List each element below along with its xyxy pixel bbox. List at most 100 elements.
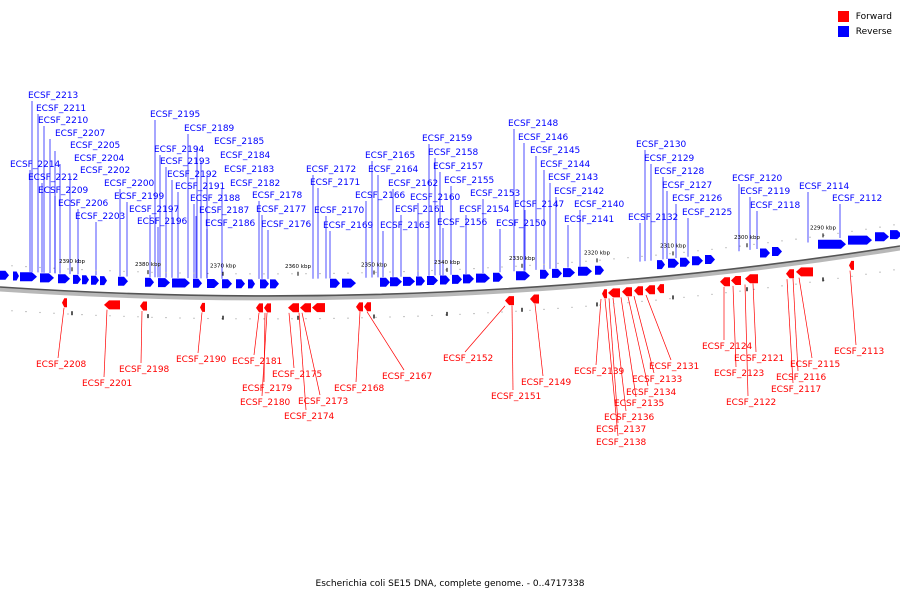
reverse-gene-label[interactable]: ECSF_2169 bbox=[323, 221, 374, 231]
reverse-gene-label[interactable]: ECSF_2177 bbox=[256, 205, 306, 215]
reverse-gene-label[interactable]: ECSF_2159 bbox=[422, 134, 473, 144]
reverse-gene-label[interactable]: ECSF_2146 bbox=[518, 133, 569, 143]
forward-gene-arrow[interactable] bbox=[731, 276, 741, 285]
reverse-gene-arrow[interactable] bbox=[145, 277, 154, 287]
forward-gene-label[interactable]: ECSF_2190 bbox=[176, 355, 227, 365]
forward-gene-label[interactable]: ECSF_2175 bbox=[272, 370, 322, 380]
reverse-gene-label[interactable]: ECSF_2214 bbox=[10, 160, 61, 170]
reverse-gene-arrow[interactable] bbox=[563, 268, 575, 278]
reverse-gene-label[interactable]: ECSF_2191 bbox=[175, 182, 225, 192]
reverse-gene-label[interactable]: ECSF_2186 bbox=[205, 219, 256, 229]
forward-gene-label[interactable]: ECSF_2181 bbox=[232, 357, 282, 367]
forward-gene-arrow[interactable] bbox=[288, 303, 299, 313]
reverse-gene-label[interactable]: ECSF_2126 bbox=[672, 194, 723, 204]
reverse-gene-label[interactable]: ECSF_2160 bbox=[410, 193, 461, 203]
reverse-gene-label[interactable]: ECSF_2125 bbox=[682, 208, 732, 218]
reverse-gene-arrow[interactable] bbox=[20, 272, 37, 282]
reverse-gene-arrow[interactable] bbox=[705, 255, 715, 264]
forward-gene-label[interactable]: ECSF_2134 bbox=[626, 388, 677, 398]
reverse-gene-label[interactable]: ECSF_2195 bbox=[150, 110, 200, 120]
forward-gene-label[interactable]: ECSF_2180 bbox=[240, 398, 291, 408]
reverse-gene-label[interactable]: ECSF_2210 bbox=[38, 116, 89, 126]
reverse-gene-label[interactable]: ECSF_2153 bbox=[470, 189, 520, 199]
reverse-gene-arrow[interactable] bbox=[680, 257, 690, 267]
forward-gene-label[interactable]: ECSF_2173 bbox=[298, 397, 348, 407]
reverse-gene-label[interactable]: ECSF_2112 bbox=[832, 194, 882, 204]
reverse-gene-label[interactable]: ECSF_2207 bbox=[55, 129, 105, 139]
reverse-gene-label[interactable]: ECSF_2128 bbox=[654, 167, 705, 177]
reverse-gene-label[interactable]: ECSF_2202 bbox=[80, 166, 130, 176]
forward-gene-label[interactable]: ECSF_2113 bbox=[834, 347, 884, 357]
forward-gene-label[interactable]: ECSF_2174 bbox=[284, 412, 335, 422]
forward-gene-label[interactable]: ECSF_2179 bbox=[242, 384, 293, 394]
reverse-gene-arrow[interactable] bbox=[427, 276, 438, 285]
reverse-gene-arrow[interactable] bbox=[390, 277, 402, 287]
forward-gene-arrow[interactable] bbox=[745, 274, 758, 284]
reverse-gene-label[interactable]: ECSF_2132 bbox=[628, 213, 678, 223]
forward-gene-arrow[interactable] bbox=[786, 269, 794, 279]
forward-gene-label[interactable]: ECSF_2136 bbox=[604, 413, 655, 423]
reverse-gene-arrow[interactable] bbox=[516, 271, 530, 281]
reverse-gene-label[interactable]: ECSF_2193 bbox=[160, 157, 210, 167]
forward-gene-label[interactable]: ECSF_2117 bbox=[771, 385, 821, 395]
reverse-gene-label[interactable]: ECSF_2165 bbox=[365, 151, 415, 161]
forward-gene-arrow[interactable] bbox=[657, 284, 664, 294]
reverse-gene-arrow[interactable] bbox=[578, 266, 592, 276]
reverse-gene-label[interactable]: ECSF_2144 bbox=[540, 160, 591, 170]
reverse-gene-arrow[interactable] bbox=[236, 279, 245, 289]
forward-gene-label[interactable]: ECSF_2115 bbox=[790, 360, 840, 370]
reverse-gene-label[interactable]: ECSF_2200 bbox=[104, 179, 155, 189]
reverse-gene-label[interactable]: ECSF_2194 bbox=[154, 145, 205, 155]
reverse-gene-arrow[interactable] bbox=[40, 273, 54, 283]
forward-gene-arrow[interactable] bbox=[364, 302, 371, 312]
reverse-gene-label[interactable]: ECSF_2162 bbox=[388, 179, 438, 189]
forward-gene-arrow[interactable] bbox=[140, 301, 147, 311]
reverse-gene-label[interactable]: ECSF_2129 bbox=[644, 154, 695, 164]
reverse-gene-label[interactable]: ECSF_2172 bbox=[306, 165, 356, 175]
reverse-gene-label[interactable]: ECSF_2183 bbox=[224, 165, 274, 175]
reverse-gene-label[interactable]: ECSF_2170 bbox=[314, 206, 365, 216]
forward-gene-arrow[interactable] bbox=[356, 302, 363, 312]
forward-gene-label[interactable]: ECSF_2208 bbox=[36, 360, 87, 370]
reverse-gene-label[interactable]: ECSF_2148 bbox=[508, 119, 559, 129]
reverse-gene-label[interactable]: ECSF_2155 bbox=[444, 176, 494, 186]
reverse-gene-label[interactable]: ECSF_2212 bbox=[28, 173, 78, 183]
reverse-gene-label[interactable]: ECSF_2164 bbox=[368, 165, 419, 175]
reverse-gene-arrow[interactable] bbox=[452, 274, 462, 284]
forward-gene-label[interactable]: ECSF_2138 bbox=[596, 438, 647, 448]
forward-gene-label[interactable]: ECSF_2149 bbox=[521, 378, 572, 388]
reverse-gene-label[interactable]: ECSF_2187 bbox=[199, 206, 249, 216]
reverse-gene-label[interactable]: ECSF_2143 bbox=[548, 173, 598, 183]
reverse-gene-arrow[interactable] bbox=[540, 269, 549, 279]
reverse-gene-arrow[interactable] bbox=[493, 272, 503, 282]
reverse-gene-label[interactable]: ECSF_2157 bbox=[433, 162, 483, 172]
reverse-gene-arrow[interactable] bbox=[118, 276, 128, 286]
reverse-gene-label[interactable]: ECSF_2119 bbox=[740, 187, 791, 197]
forward-gene-arrow[interactable] bbox=[720, 277, 730, 287]
reverse-gene-label[interactable]: ECSF_2147 bbox=[514, 200, 564, 210]
reverse-gene-arrow[interactable] bbox=[595, 265, 604, 275]
forward-gene-label[interactable]: ECSF_2116 bbox=[776, 373, 827, 383]
reverse-gene-label[interactable]: ECSF_2150 bbox=[496, 219, 547, 229]
reverse-gene-label[interactable]: ECSF_2156 bbox=[437, 218, 488, 228]
reverse-gene-label[interactable]: ECSF_2163 bbox=[380, 221, 430, 231]
reverse-gene-arrow[interactable] bbox=[818, 239, 846, 249]
reverse-gene-label[interactable]: ECSF_2199 bbox=[114, 192, 165, 202]
reverse-gene-label[interactable]: ECSF_2205 bbox=[70, 141, 120, 151]
forward-gene-arrow[interactable] bbox=[300, 303, 311, 313]
reverse-gene-arrow[interactable] bbox=[760, 248, 770, 258]
reverse-gene-arrow[interactable] bbox=[403, 276, 415, 286]
forward-gene-label[interactable]: ECSF_2123 bbox=[714, 369, 764, 379]
reverse-gene-label[interactable]: ECSF_2182 bbox=[230, 179, 280, 189]
reverse-gene-label[interactable]: ECSF_2204 bbox=[74, 154, 125, 164]
reverse-gene-arrow[interactable] bbox=[330, 278, 340, 288]
reverse-gene-arrow[interactable] bbox=[890, 230, 900, 240]
reverse-gene-label[interactable]: ECSF_2158 bbox=[428, 148, 479, 158]
reverse-gene-label[interactable]: ECSF_2206 bbox=[58, 199, 109, 209]
reverse-gene-label[interactable]: ECSF_2171 bbox=[310, 178, 360, 188]
reverse-gene-label[interactable]: ECSF_2203 bbox=[75, 212, 125, 222]
forward-gene-arrow[interactable] bbox=[796, 267, 813, 277]
reverse-gene-arrow[interactable] bbox=[207, 279, 219, 288]
reverse-gene-arrow[interactable] bbox=[260, 279, 269, 289]
forward-gene-label[interactable]: ECSF_2167 bbox=[382, 372, 432, 382]
